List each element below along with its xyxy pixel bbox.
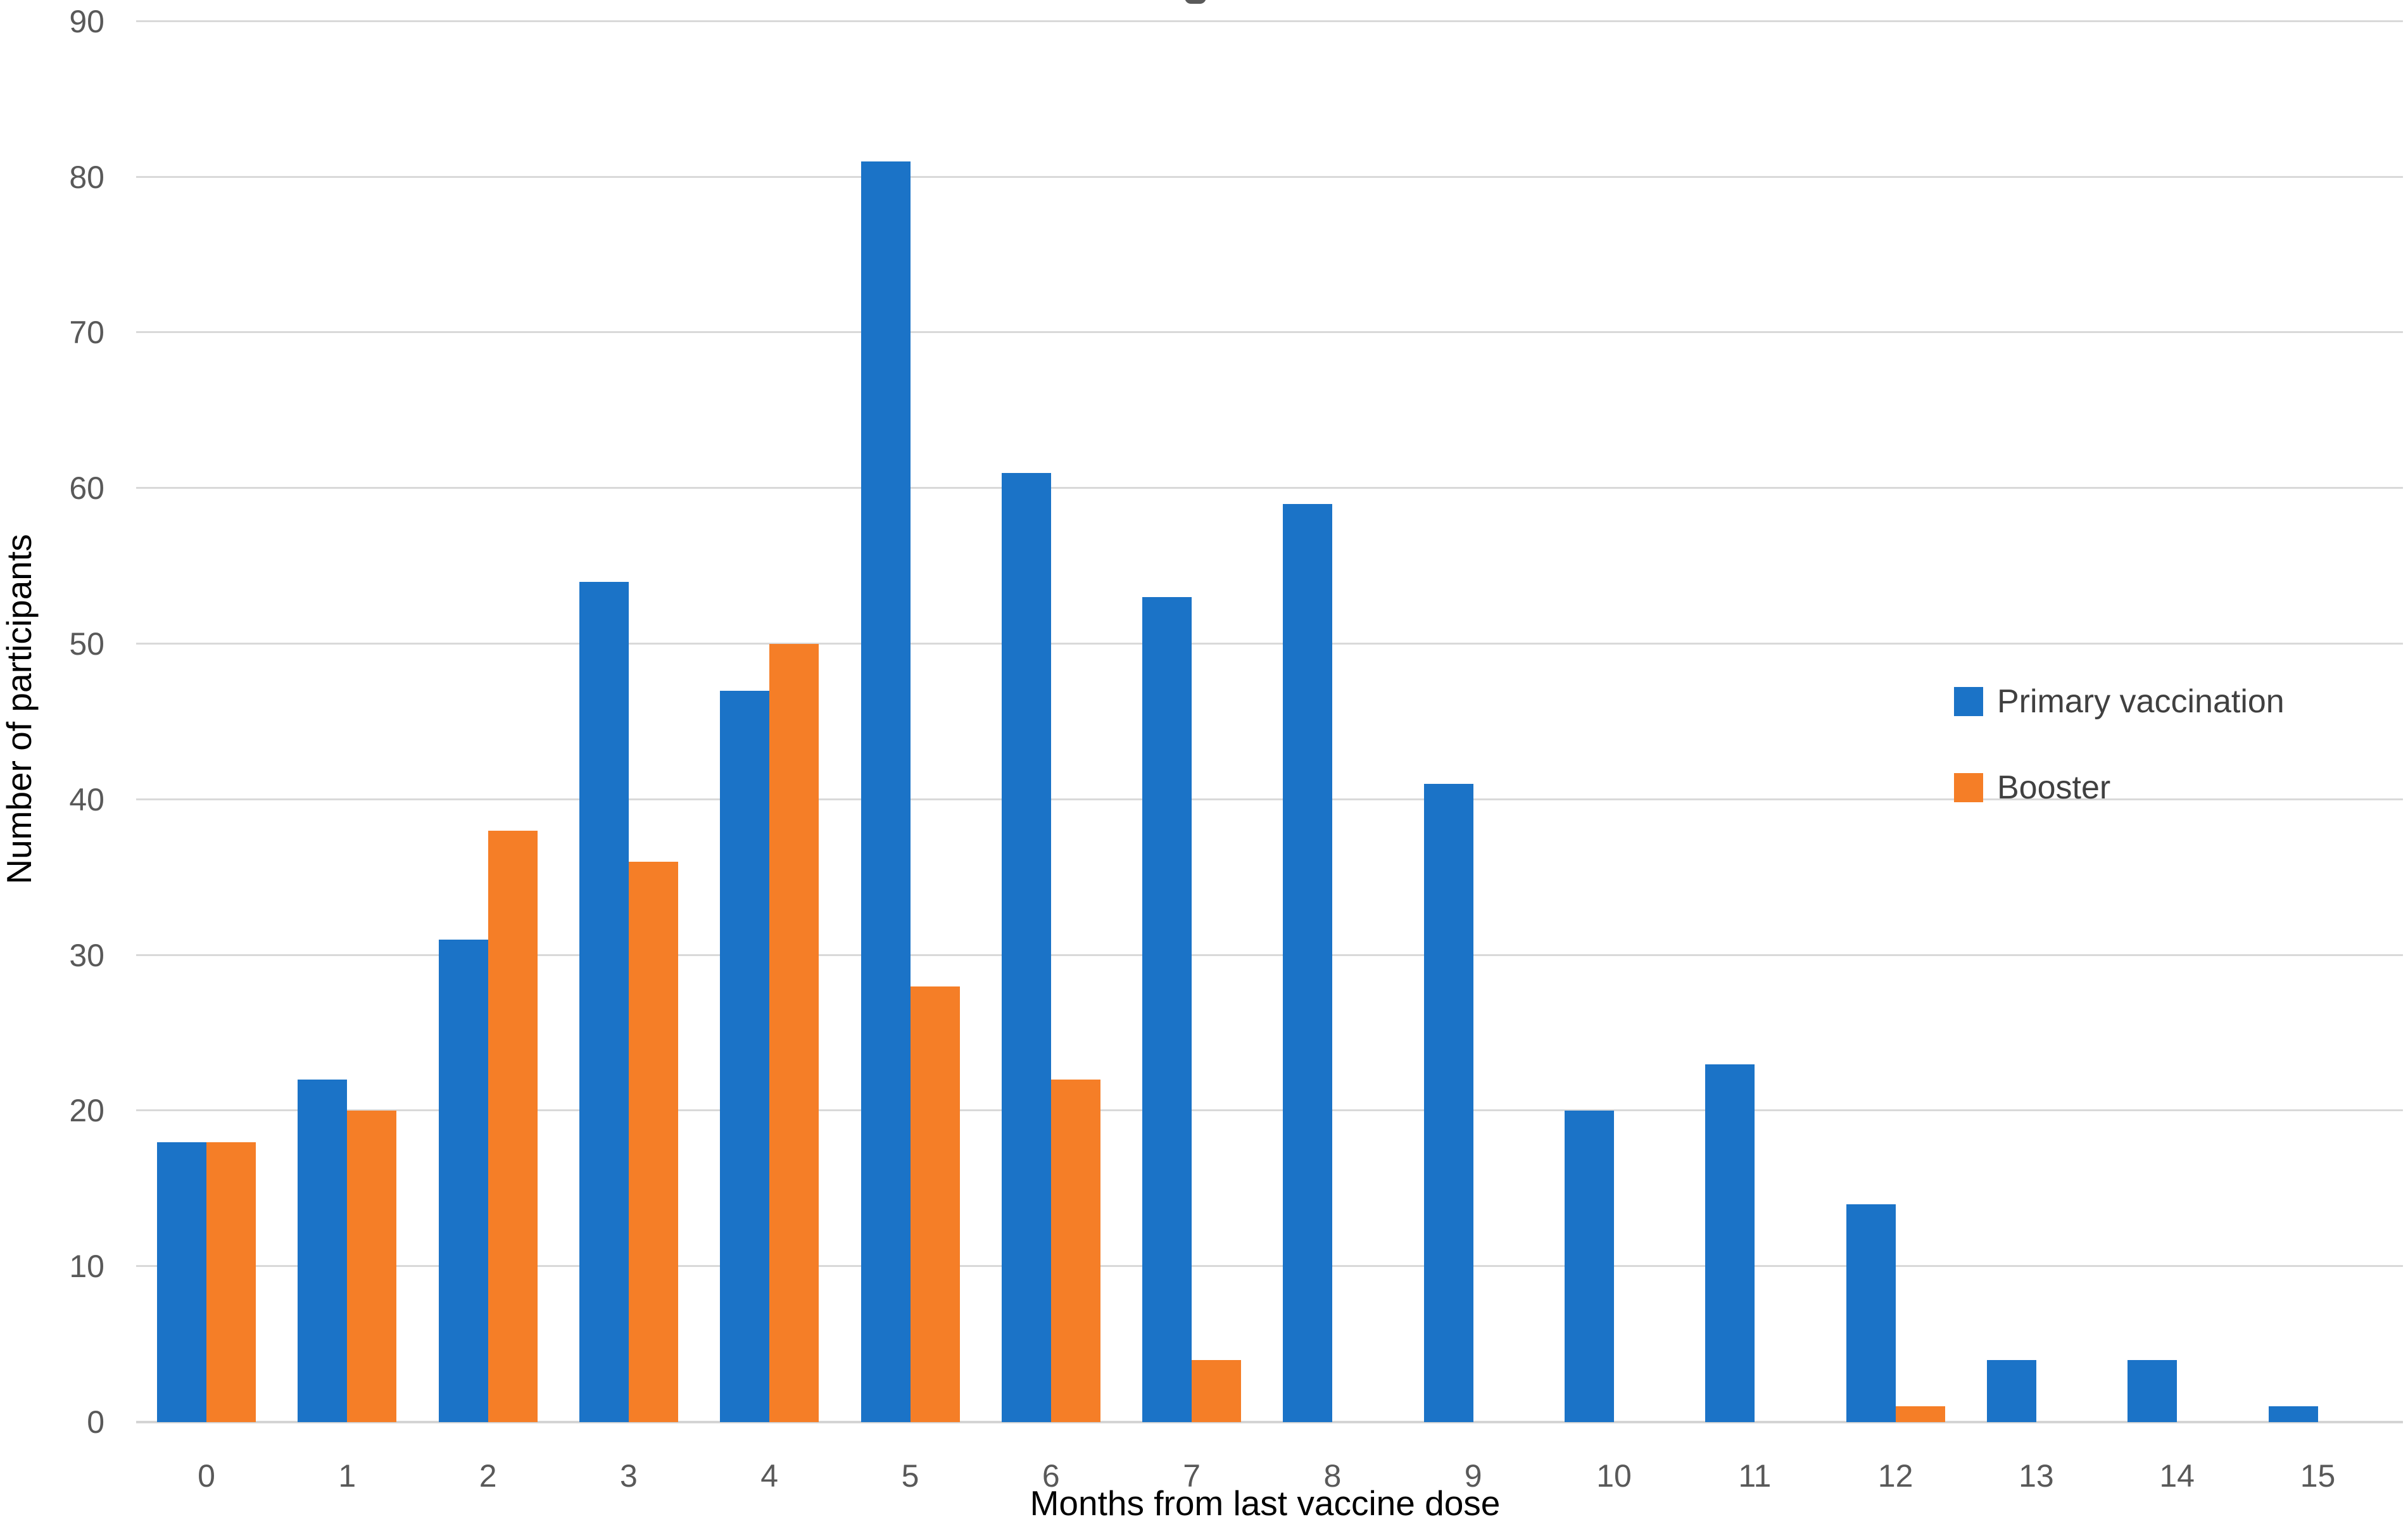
x-axis-title: Months from last vaccine dose bbox=[1030, 1484, 1501, 1523]
bar-booster-month-12 bbox=[1895, 1406, 1945, 1422]
legend-item-primary: Primary vaccination bbox=[1954, 684, 2285, 719]
bar-primary-month-2 bbox=[438, 940, 488, 1422]
bar-booster-month-7 bbox=[1192, 1359, 1242, 1422]
x-tick-label-11: 11 bbox=[1738, 1458, 1772, 1494]
bar-primary-month-1 bbox=[298, 1080, 348, 1422]
gridline-80 bbox=[136, 175, 2403, 178]
x-tick-label-12: 12 bbox=[1877, 1458, 1913, 1494]
bar-primary-month-8 bbox=[1283, 503, 1333, 1422]
y-tick-label-80: 80 bbox=[69, 159, 104, 195]
bar-primary-month-0 bbox=[157, 1142, 206, 1422]
bar-booster-month-0 bbox=[206, 1142, 256, 1422]
bar-primary-month-13 bbox=[1986, 1359, 2036, 1422]
bar-primary-month-15 bbox=[2268, 1406, 2318, 1422]
x-tick-label-1: 1 bbox=[338, 1458, 356, 1494]
legend-label-booster: Booster bbox=[1997, 769, 2111, 806]
x-tick-label-6: 6 bbox=[1042, 1458, 1060, 1494]
x-tick-label-7: 7 bbox=[1183, 1458, 1201, 1494]
gridline-10 bbox=[136, 1265, 2403, 1268]
y-tick-label-70: 70 bbox=[69, 315, 104, 351]
bar-booster-month-3 bbox=[628, 862, 678, 1422]
x-tick-label-0: 0 bbox=[198, 1458, 215, 1494]
gridline-0 bbox=[136, 1421, 2403, 1423]
bar-booster-month-2 bbox=[488, 830, 538, 1422]
y-tick-label-20: 20 bbox=[69, 1093, 104, 1129]
legend-item-booster: Booster bbox=[1954, 770, 2285, 805]
bar-primary-month-14 bbox=[2127, 1359, 2178, 1422]
bar-primary-month-7 bbox=[1142, 597, 1192, 1422]
x-tick-label-5: 5 bbox=[901, 1458, 919, 1494]
x-tick-label-14: 14 bbox=[2159, 1458, 2195, 1494]
x-tick-label-13: 13 bbox=[2019, 1458, 2054, 1494]
bar-primary-month-10 bbox=[1565, 1111, 1614, 1422]
x-tick-label-15: 15 bbox=[2300, 1458, 2336, 1494]
booster-series-swatch-icon bbox=[1954, 773, 1983, 802]
x-tick-label-3: 3 bbox=[619, 1458, 638, 1494]
y-tick-label-30: 30 bbox=[69, 937, 104, 973]
primary-series-swatch-icon bbox=[1954, 687, 1983, 716]
bar-booster-month-5 bbox=[910, 986, 960, 1422]
gridline-20 bbox=[136, 1109, 2403, 1112]
y-axis-title: Number of participants bbox=[0, 534, 39, 885]
x-tick-label-10: 10 bbox=[1596, 1458, 1632, 1494]
bar-primary-month-4 bbox=[720, 690, 770, 1422]
y-tick-label-40: 40 bbox=[69, 781, 104, 817]
bar-booster-month-6 bbox=[1050, 1080, 1100, 1422]
bar-primary-month-3 bbox=[579, 581, 629, 1422]
y-tick-label-50: 50 bbox=[69, 626, 104, 662]
y-tick-label-60: 60 bbox=[69, 470, 104, 507]
bar-primary-month-9 bbox=[1423, 784, 1473, 1422]
y-tick-label-10: 10 bbox=[69, 1249, 104, 1285]
gridline-40 bbox=[136, 798, 2403, 800]
x-tick-label-8: 8 bbox=[1323, 1458, 1342, 1494]
bar-primary-month-12 bbox=[1846, 1204, 1896, 1422]
bar-booster-month-1 bbox=[347, 1111, 397, 1422]
bar-primary-month-5 bbox=[860, 161, 911, 1422]
legend-label-primary: Primary vaccination bbox=[1997, 683, 2285, 720]
x-tick-label-4: 4 bbox=[760, 1458, 779, 1494]
bar-primary-month-11 bbox=[1705, 1064, 1755, 1422]
x-tick-label-2: 2 bbox=[479, 1458, 497, 1494]
gridline-70 bbox=[136, 331, 2403, 334]
y-tick-label-90: 90 bbox=[69, 3, 104, 39]
legend: Primary vaccination Booster bbox=[1954, 684, 2285, 856]
x-tick-label-9: 9 bbox=[1464, 1458, 1482, 1494]
bar-booster-month-4 bbox=[769, 644, 819, 1422]
gridline-30 bbox=[136, 954, 2403, 956]
gridline-90 bbox=[136, 20, 2403, 22]
cropped-title-fragment bbox=[1185, 0, 1206, 4]
gridline-60 bbox=[136, 487, 2403, 489]
gridline-50 bbox=[136, 643, 2403, 645]
y-tick-label-0: 0 bbox=[87, 1404, 104, 1440]
bar-primary-month-6 bbox=[1001, 472, 1051, 1422]
